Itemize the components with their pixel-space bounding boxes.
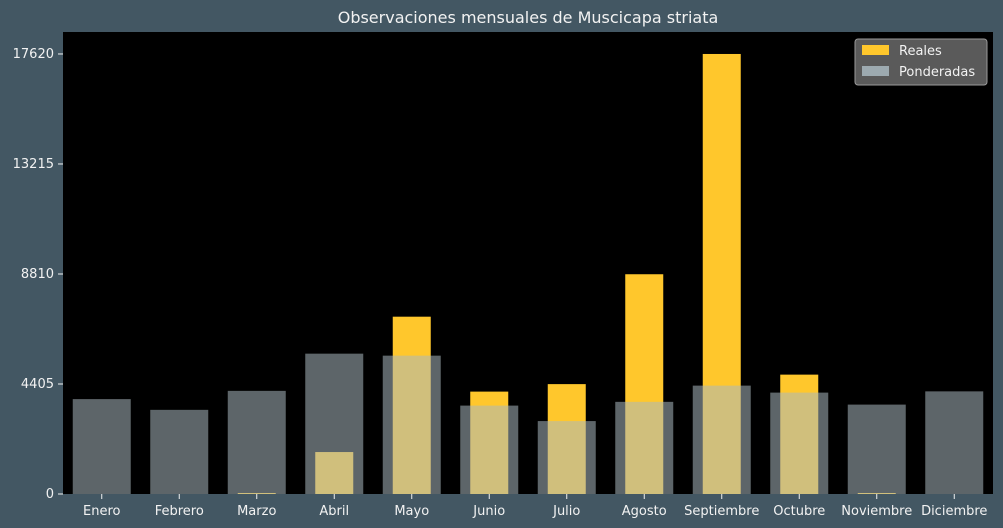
legend-label-ponderadas: Ponderadas bbox=[899, 65, 975, 80]
y-tick-label: 13215 bbox=[13, 157, 54, 172]
y-tick-label: 4405 bbox=[21, 377, 54, 392]
y-axis: 0 4405 8810 13215 17620 bbox=[13, 47, 63, 502]
legend-swatch-reales bbox=[862, 45, 889, 55]
x-tick-label-diciembre: Diciembre bbox=[921, 504, 987, 519]
legend: Reales Ponderadas bbox=[854, 38, 988, 86]
bar-ponderadas-septiembre bbox=[692, 385, 751, 494]
legend-label-reales: Reales bbox=[899, 44, 942, 59]
x-tick-label-octubre: Octubre bbox=[773, 504, 825, 519]
x-tick-label-abril: Abril bbox=[319, 504, 349, 519]
legend-swatch-ponderadas bbox=[862, 66, 889, 76]
y-tick-label: 8810 bbox=[21, 267, 54, 282]
bar-ponderadas-julio bbox=[537, 421, 596, 494]
y-tick-label: 17620 bbox=[13, 47, 54, 62]
bar-ponderadas-agosto bbox=[615, 401, 674, 494]
x-tick-label-noviembre: Noviembre bbox=[841, 504, 912, 519]
x-tick-label-mayo: Mayo bbox=[394, 504, 429, 519]
x-tick-label-julio: Julio bbox=[552, 504, 580, 519]
x-tick-label-enero: Enero bbox=[83, 504, 121, 519]
bar-ponderadas-abril bbox=[305, 353, 364, 494]
x-tick-label-junio: Junio bbox=[472, 504, 505, 519]
bar-ponderadas-noviembre bbox=[847, 404, 906, 494]
x-tick-label-septiembre: Septiembre bbox=[684, 504, 759, 519]
bar-ponderadas-octubre bbox=[770, 392, 829, 494]
y-tick-label: 0 bbox=[46, 487, 54, 502]
x-tick-label-agosto: Agosto bbox=[622, 504, 667, 519]
bar-ponderadas-diciembre bbox=[925, 391, 984, 494]
bar-ponderadas-febrero bbox=[150, 409, 209, 494]
chart-title: Observaciones mensuales de Muscicapa str… bbox=[338, 8, 719, 27]
bar-ponderadas-mayo bbox=[382, 355, 441, 494]
bar-ponderadas-marzo bbox=[227, 390, 286, 494]
plot-area bbox=[63, 32, 993, 494]
x-tick-label-febrero: Febrero bbox=[155, 504, 204, 519]
x-tick-label-marzo: Marzo bbox=[237, 504, 276, 519]
bar-ponderadas-junio bbox=[460, 405, 519, 494]
bar-ponderadas-enero bbox=[72, 399, 131, 494]
x-axis: Enero Febrero Marzo Abril Mayo Junio Julio Agos… bbox=[83, 494, 987, 519]
weighted-bars bbox=[72, 353, 984, 494]
